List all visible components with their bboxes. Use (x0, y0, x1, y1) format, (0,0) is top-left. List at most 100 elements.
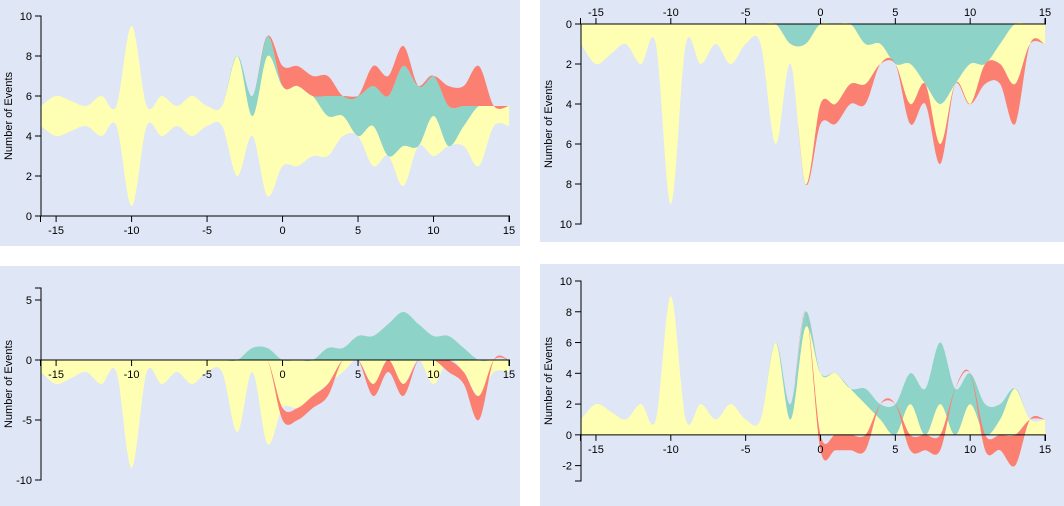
x-tick: 5 (355, 216, 361, 237)
y-axis-label: Number of Events (543, 79, 555, 168)
area-teal (41, 26, 509, 157)
x-tick-label: 0 (279, 369, 285, 381)
x-axis-line (580, 434, 1046, 441)
x-tick: 5 (355, 360, 361, 381)
x-tick-label: -15 (48, 225, 64, 237)
x-tick-label: 0 (817, 444, 823, 456)
y-tick: 2 (566, 59, 581, 71)
area-teal (581, 22, 1045, 104)
y-tick-label: 4 (566, 368, 572, 380)
y-tick-label: -5 (22, 415, 32, 427)
x-tick-label: 15 (503, 225, 515, 237)
y-axis-label: Number of Events (3, 71, 15, 160)
y-axis-line (575, 23, 582, 225)
x-tick-label: 0 (279, 225, 285, 237)
y-tick: 4 (566, 368, 581, 380)
x-tick: 10 (427, 360, 440, 381)
chart-svg: -15 -10 -5 0 5 10 15 -10 -5 0 5 Number of Events (3, 287, 515, 487)
x-tick-label: 15 (1039, 7, 1051, 19)
y-tick-label: 6 (566, 338, 572, 350)
y-tick-label: -10 (16, 475, 32, 487)
y-tick-label: 10 (560, 219, 572, 231)
x-tick-label: 5 (355, 225, 361, 237)
x-tick-label: 15 (503, 369, 515, 381)
y-tick-label: 10 (560, 276, 572, 288)
y-tick: 10 (560, 276, 581, 288)
x-tick: -15 (48, 216, 64, 237)
y-tick-label: 2 (26, 171, 32, 183)
chart-panel-top-left: -15 -10 -5 0 5 10 15 0 2 4 6 8 10 Number of Events (0, 0, 520, 246)
y-tick: 5 (26, 295, 41, 307)
y-tick: -2 (562, 461, 581, 473)
x-tick: 15 (503, 216, 515, 237)
y-tick-label: 8 (566, 179, 572, 191)
x-tick: -10 (124, 216, 140, 237)
y-tick: 8 (566, 179, 581, 191)
x-axis: -15 -10 -5 0 5 10 15 (580, 7, 1051, 25)
x-axis-line (40, 215, 510, 222)
y-tick: 0 (566, 430, 581, 442)
y-axis-line (575, 280, 582, 482)
x-tick-label: -5 (202, 369, 212, 381)
x-tick-label: -10 (663, 7, 679, 19)
y-axis: -10 -5 0 5 (16, 287, 42, 487)
y-tick: -10 (16, 475, 41, 487)
chart-svg: -15 -10 -5 0 5 10 15 0 2 4 6 8 10 Number of Events (3, 11, 515, 237)
x-tick: 0 (279, 216, 286, 237)
y-tick-label: 6 (26, 91, 32, 103)
y-axis-label: Number of Events (3, 339, 15, 428)
x-tick: -15 (588, 434, 604, 456)
areas (41, 312, 509, 468)
y-tick-label: 10 (20, 11, 32, 23)
x-tick: -5 (202, 216, 212, 237)
x-tick-label: 10 (964, 7, 976, 19)
y-tick-label: 8 (26, 51, 32, 63)
area-yellow (41, 359, 509, 468)
y-tick-label: 0 (26, 355, 32, 367)
x-tick: 5 (892, 7, 898, 24)
y-tick: 4 (26, 131, 41, 143)
x-tick-label: 10 (427, 225, 439, 237)
areas (581, 22, 1045, 205)
x-tick: 10 (964, 7, 976, 24)
y-tick: 6 (26, 91, 41, 103)
y-tick-label: 2 (566, 59, 572, 71)
chart-svg: -15 -10 -5 0 5 10 15 0 2 4 6 8 10 Number of Events (543, 7, 1051, 231)
x-tick: 15 (1039, 7, 1051, 24)
areas (581, 296, 1045, 467)
y-tick-label: 6 (566, 139, 572, 151)
x-tick-label: 5 (892, 444, 898, 456)
x-tick: -5 (202, 360, 212, 381)
y-tick: 2 (26, 171, 41, 183)
x-tick-label: -5 (741, 7, 751, 19)
area-teal (41, 312, 509, 361)
x-tick: -10 (663, 7, 679, 24)
y-tick-label: 5 (26, 295, 32, 307)
y-axis: -2 0 2 4 6 8 10 (560, 276, 582, 482)
x-tick-label: -10 (663, 444, 679, 456)
x-tick-label: 0 (817, 7, 823, 19)
y-tick: 0 (26, 355, 41, 367)
y-tick: 10 (560, 219, 581, 231)
x-tick: 15 (503, 360, 515, 381)
x-axis: -15 -10 -5 0 5 10 15 (580, 434, 1051, 456)
x-tick-label: 10 (427, 369, 439, 381)
x-tick: 10 (427, 216, 440, 237)
y-tick-label: 0 (566, 19, 572, 31)
y-tick-label: 8 (566, 307, 572, 319)
y-tick: 10 (20, 11, 41, 23)
y-tick: 0 (566, 19, 581, 31)
y-tick: 6 (566, 139, 581, 151)
chart-panel-top-right: -15 -10 -5 0 5 10 15 0 2 4 6 8 10 Number of Events (540, 0, 1064, 242)
y-tick: 0 (26, 211, 41, 223)
x-tick-label: -10 (124, 225, 140, 237)
x-tick-label: -15 (48, 369, 64, 381)
chart-panel-bottom-right: -15 -10 -5 0 5 10 15 -2 0 2 4 6 8 10 Number of Events (540, 264, 1064, 506)
y-tick-label: 4 (26, 131, 32, 143)
area-teal (581, 296, 1045, 436)
x-tick: -5 (741, 434, 751, 456)
y-tick-label: 2 (566, 399, 572, 411)
x-tick: 15 (1039, 434, 1051, 456)
x-tick: -10 (663, 434, 679, 456)
x-tick-label: -5 (202, 225, 212, 237)
